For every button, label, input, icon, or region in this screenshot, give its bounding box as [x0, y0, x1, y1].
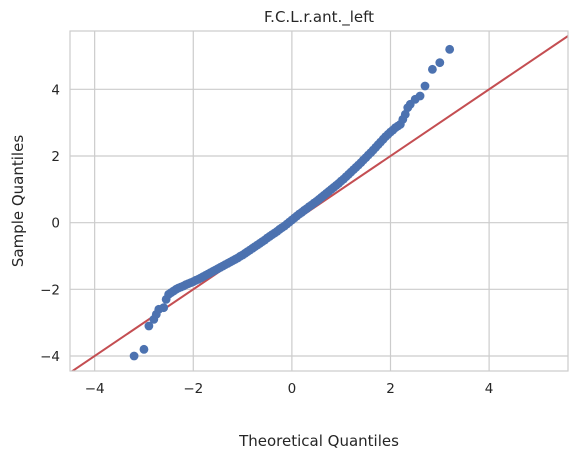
- y-tick-label: −2: [40, 282, 60, 298]
- data-point: [435, 58, 445, 68]
- x-tick-label: 2: [386, 381, 395, 397]
- data-point: [445, 44, 455, 54]
- y-tick-label: 0: [51, 216, 60, 232]
- data-point: [400, 109, 410, 119]
- x-tick-label: 0: [288, 381, 297, 397]
- y-tick-label: −4: [40, 349, 60, 365]
- data-point: [420, 81, 430, 91]
- x-tick-label: −2: [183, 381, 203, 397]
- grid-lines: [70, 31, 568, 371]
- y-tick-label: 4: [51, 82, 60, 98]
- y-tick-labels: −4 −2 0 2 4: [40, 82, 60, 365]
- chart-title: F.C.L.r.ant._left: [264, 8, 374, 27]
- x-tick-labels: −4 −2 0 2 4: [85, 381, 494, 397]
- data-point: [159, 303, 169, 313]
- data-point: [129, 351, 139, 361]
- data-point: [415, 91, 425, 101]
- x-tick-label: −4: [85, 381, 105, 397]
- y-axis-label: Sample Quantiles: [9, 135, 27, 267]
- x-tick-label: 4: [485, 381, 494, 397]
- data-point: [428, 64, 437, 74]
- data-point: [139, 344, 149, 354]
- plot-border: [69, 30, 569, 372]
- data-point: [144, 321, 154, 331]
- x-axis-label: Theoretical Quantiles: [238, 432, 399, 450]
- y-tick-label: 2: [51, 149, 60, 165]
- data-points: [129, 44, 455, 361]
